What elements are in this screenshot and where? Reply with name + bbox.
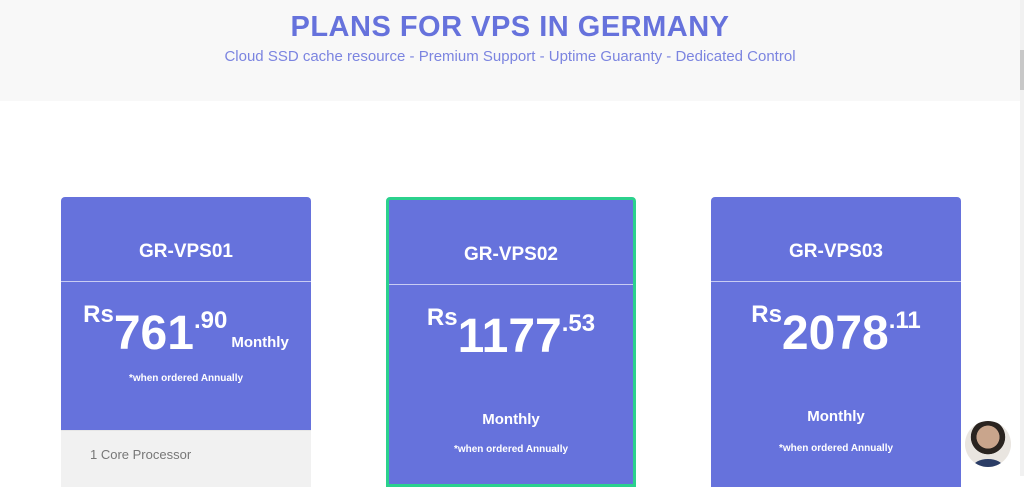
plan-price: Rs2078.11 Monthly *when ordered Annually: [711, 282, 961, 454]
currency: Rs: [751, 301, 782, 328]
scrollbar-thumb[interactable]: [1020, 50, 1024, 90]
price-decimal: .11: [888, 307, 921, 334]
billing-note: *when ordered Annually: [128, 373, 244, 384]
currency: Rs: [83, 301, 114, 328]
price-decimal: .90: [193, 307, 228, 334]
billing-note: *when ordered Annually: [453, 444, 569, 455]
plan-card-gr-vps03[interactable]: GR-VPS03 Rs2078.11 Monthly *when ordered…: [711, 197, 961, 487]
price-integer: 2078: [781, 307, 889, 360]
plan-price: Rs761.90Monthly *when ordered Annually: [61, 282, 311, 432]
billing-note: *when ordered Annually: [778, 443, 894, 454]
plan-name: GR-VPS02: [389, 200, 633, 285]
plan-card-gr-vps02[interactable]: GR-VPS02 Rs1177.53 Monthly *when ordered…: [386, 197, 636, 487]
plan-name: GR-VPS01: [61, 197, 311, 282]
feature-item: 1 Core Processor: [90, 447, 192, 462]
support-avatar-icon[interactable]: [965, 421, 1011, 467]
page-header: PLANS FOR VPS IN GERMANY Cloud SSD cache…: [0, 0, 1020, 101]
price-row: Rs1177.53: [389, 303, 633, 363]
billing-period: Monthly: [807, 408, 865, 425]
page-title: PLANS FOR VPS IN GERMANY: [290, 11, 730, 43]
page-subtitle: Cloud SSD cache resource - Premium Suppo…: [224, 48, 796, 65]
feature-list: 1 Core Processor: [61, 430, 311, 487]
price-decimal: .53: [561, 310, 596, 337]
billing-period: Monthly: [231, 334, 289, 351]
plan-card-gr-vps01[interactable]: GR-VPS01 Rs761.90Monthly *when ordered A…: [61, 197, 311, 487]
currency: Rs: [426, 304, 458, 331]
scrollbar[interactable]: [1020, 0, 1024, 476]
price-row: Rs761.90Monthly: [61, 300, 311, 360]
plan-name: GR-VPS03: [711, 197, 961, 282]
price-integer: 1177: [457, 310, 562, 363]
billing-period: Monthly: [482, 411, 540, 428]
plan-price: Rs1177.53 Monthly *when ordered Annually: [389, 285, 633, 455]
price-row: Rs2078.11: [711, 300, 961, 360]
price-integer: 761: [113, 307, 194, 360]
